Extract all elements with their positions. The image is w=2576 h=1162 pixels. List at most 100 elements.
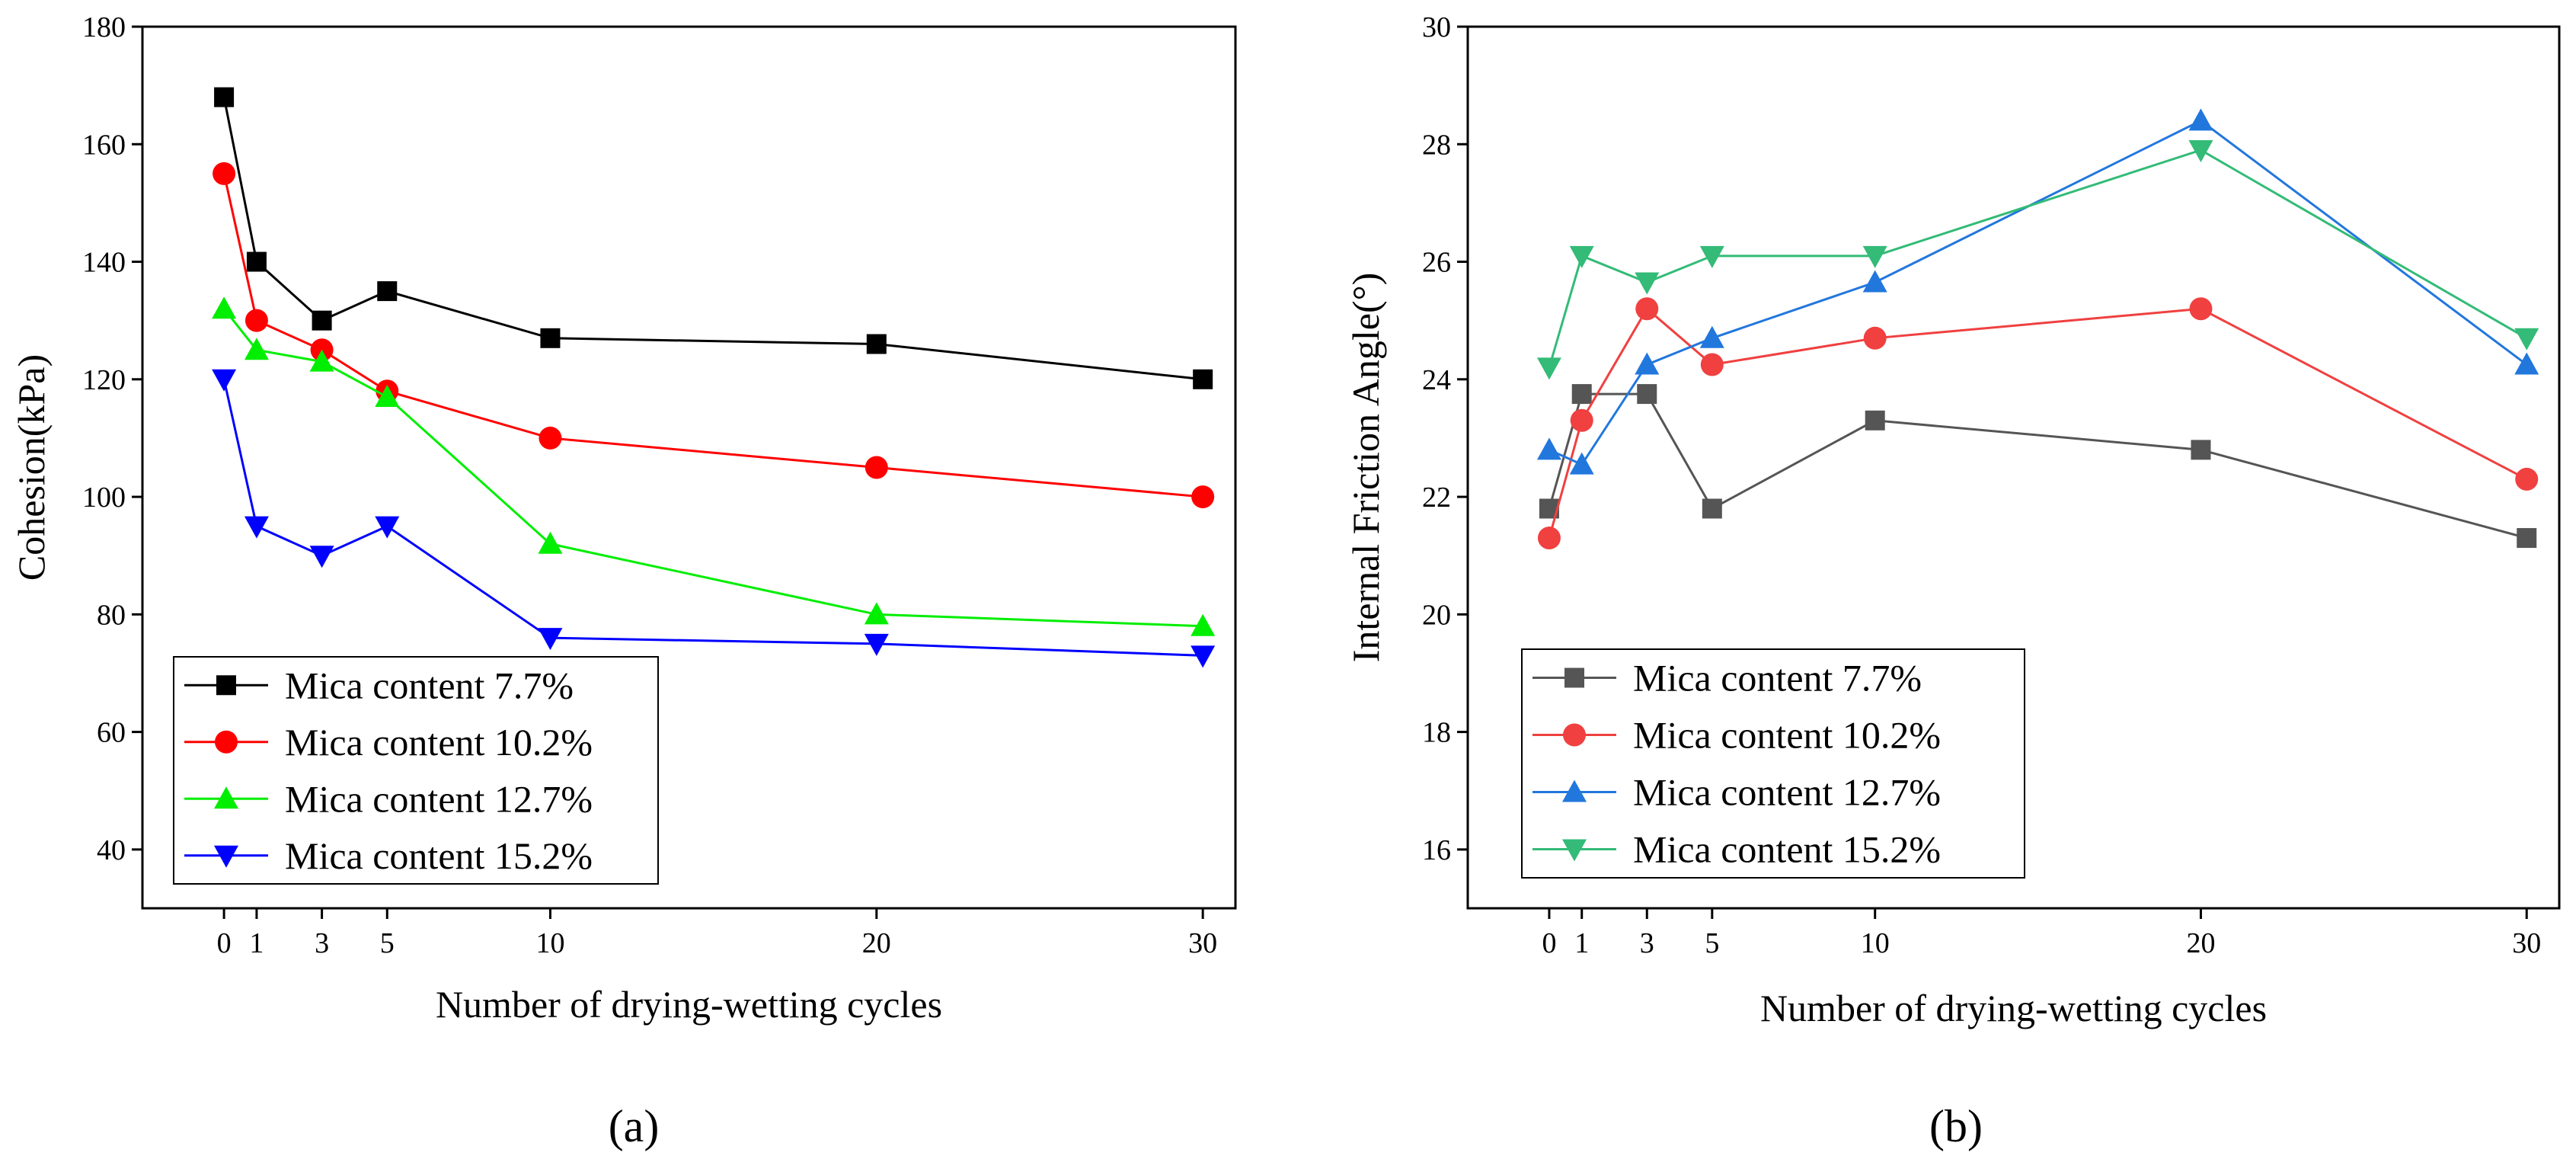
legend-label: Mica content 10.2% bbox=[285, 721, 593, 763]
y-tick-label: 40 bbox=[97, 834, 126, 866]
data-point bbox=[1699, 245, 1724, 268]
legend-marker bbox=[214, 845, 238, 868]
legend-item: Mica content 7.7% bbox=[1532, 657, 1922, 699]
x-tick-label: 1 bbox=[249, 927, 264, 959]
x-tick-label: 3 bbox=[315, 927, 329, 959]
data-point bbox=[2514, 352, 2539, 375]
y-tick-label: 16 bbox=[1422, 834, 1451, 866]
legend-item: Mica content 7.7% bbox=[184, 664, 574, 706]
data-point bbox=[212, 369, 237, 392]
legend-label: Mica content 7.7% bbox=[1633, 657, 1922, 699]
x-tick-label: 30 bbox=[1188, 927, 1217, 959]
legend-box bbox=[1521, 648, 2025, 879]
legend-label: Mica content 15.2% bbox=[1633, 828, 1941, 871]
data-point bbox=[1635, 272, 1660, 295]
y-tick-label: 28 bbox=[1422, 129, 1451, 161]
series-4 bbox=[212, 369, 1216, 668]
series-3 bbox=[1536, 108, 2539, 475]
data-point bbox=[244, 516, 269, 539]
legend-item: Mica content 10.2% bbox=[184, 721, 593, 763]
x-tick-label: 1 bbox=[1574, 927, 1589, 959]
legend-label: Mica content 15.2% bbox=[285, 834, 593, 877]
data-point bbox=[375, 516, 400, 539]
data-point bbox=[2517, 528, 2537, 549]
y-tick-label: 20 bbox=[1422, 599, 1451, 631]
data-point bbox=[244, 338, 269, 360]
data-point bbox=[2191, 440, 2211, 460]
legend: Mica content 7.7% Mica content 10.2% Mica … bbox=[1521, 648, 2025, 879]
data-point bbox=[1536, 357, 1561, 380]
data-point bbox=[865, 456, 888, 479]
legend-item: Mica content 12.7% bbox=[184, 777, 593, 820]
series-line bbox=[222, 379, 1203, 657]
x-tick-label: 30 bbox=[2512, 927, 2541, 959]
data-point bbox=[1862, 270, 1887, 293]
series-1 bbox=[1539, 384, 2537, 549]
y-tick-label: 80 bbox=[97, 599, 126, 631]
data-point bbox=[1570, 408, 1593, 432]
y-tick-label: 120 bbox=[82, 364, 126, 396]
data-point bbox=[1191, 485, 1215, 509]
legend-marker bbox=[1562, 779, 1587, 802]
x-axis-title: Number of drying-wetting cycles bbox=[436, 983, 942, 1026]
x-tick-label: 5 bbox=[380, 927, 395, 959]
y-axis-title: Internal Friction Angle(°) bbox=[1344, 273, 1387, 663]
data-point bbox=[212, 296, 237, 319]
data-point bbox=[864, 602, 889, 625]
data-point bbox=[214, 87, 235, 107]
x-tick-label: 20 bbox=[2186, 927, 2215, 959]
data-point bbox=[1191, 613, 1216, 636]
y-axis-title: Cohesion(kPa) bbox=[10, 354, 53, 581]
series-2 bbox=[213, 162, 1215, 509]
data-point bbox=[1702, 498, 1722, 519]
legend-box bbox=[173, 656, 659, 885]
x-tick-label: 5 bbox=[1705, 927, 1719, 959]
data-point bbox=[2189, 297, 2213, 321]
data-point bbox=[1863, 326, 1887, 350]
data-point bbox=[1862, 245, 1887, 268]
x-tick-label: 0 bbox=[217, 927, 232, 959]
y-tick-label: 60 bbox=[97, 717, 126, 749]
x-tick-label: 20 bbox=[862, 927, 891, 959]
data-point bbox=[246, 251, 267, 272]
panel-label: (b) bbox=[1929, 1101, 1983, 1151]
data-point bbox=[539, 426, 562, 450]
y-tick-label: 160 bbox=[82, 129, 126, 161]
legend-label: Mica content 10.2% bbox=[1633, 714, 1941, 757]
y-tick-label: 26 bbox=[1422, 247, 1451, 279]
legend-label: Mica content 12.7% bbox=[1633, 771, 1941, 814]
y-tick-label: 18 bbox=[1422, 717, 1451, 749]
legend-item: Mica content 15.2% bbox=[184, 834, 593, 877]
series-2 bbox=[1537, 297, 2539, 550]
data-point bbox=[2188, 108, 2213, 131]
data-point bbox=[1571, 384, 1592, 405]
data-point bbox=[864, 633, 889, 656]
data-point bbox=[309, 546, 334, 568]
x-tick-label: 3 bbox=[1640, 927, 1654, 959]
legend-marker bbox=[1564, 667, 1584, 688]
legend-label: Mica content 7.7% bbox=[285, 664, 574, 706]
data-point bbox=[309, 349, 334, 372]
data-point bbox=[2514, 328, 2539, 351]
data-point bbox=[540, 328, 561, 348]
series-line bbox=[1548, 392, 2527, 539]
series-line bbox=[1548, 149, 2527, 368]
series-line bbox=[222, 308, 1203, 628]
legend-marker bbox=[216, 675, 236, 696]
chart-a: 40 60 80 100 120 140 160 180 0 1 3 5 10 20 30 Number of… bbox=[10, 11, 1237, 1151]
data-point bbox=[1637, 384, 1657, 405]
chart-b: 16 18 20 22 24 26 28 30 0 1 3 5 10 20 30 Number of dryi… bbox=[1344, 11, 2561, 1151]
legend-marker bbox=[1562, 839, 1587, 862]
y-tick-label: 100 bbox=[82, 482, 126, 514]
data-point bbox=[213, 162, 236, 185]
data-point bbox=[377, 281, 398, 302]
y-tick-label: 180 bbox=[82, 11, 126, 43]
legend-item: Mica content 12.7% bbox=[1532, 771, 1941, 814]
panel-label: (a) bbox=[609, 1101, 660, 1151]
data-point bbox=[375, 384, 400, 407]
data-point bbox=[1537, 527, 1561, 550]
legend-label: Mica content 12.7% bbox=[285, 777, 593, 820]
data-point bbox=[1865, 410, 1885, 431]
x-tick-label: 10 bbox=[535, 927, 564, 959]
x-axis-title: Number of drying-wetting cycles bbox=[1760, 987, 2267, 1029]
